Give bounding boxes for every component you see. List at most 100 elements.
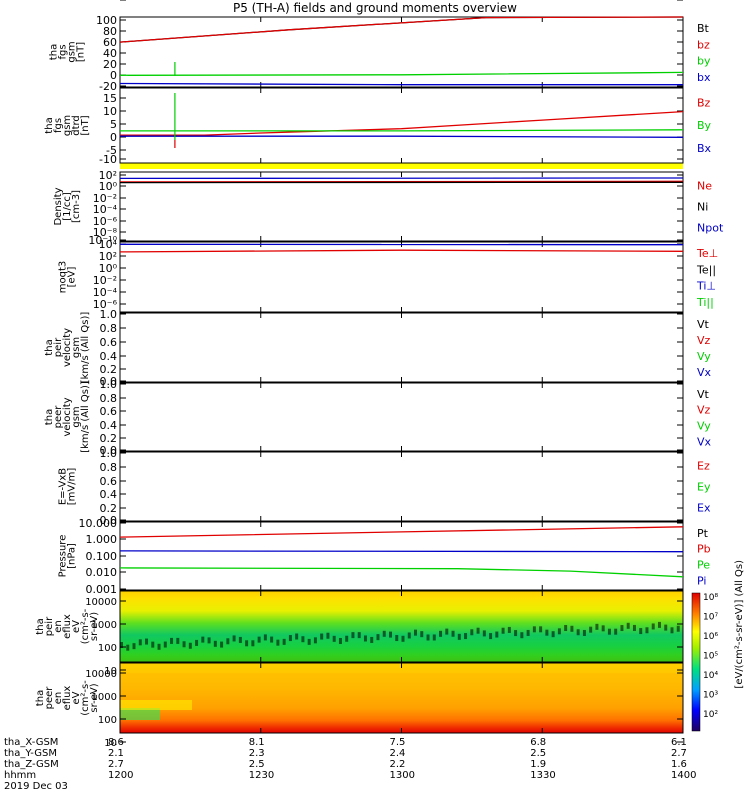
ion-band-speck [432,634,436,641]
legend-entry: Te⊥ [696,247,718,260]
ion-band-speck [395,635,399,642]
chart-title: P5 (TH-A) fields and ground moments over… [233,1,517,15]
legend-entry: Vt [697,318,710,331]
y-axis-label: eV [71,691,82,704]
x-axis-value: 6.1 [671,737,687,748]
ion-band-speck [595,623,599,630]
y-axis-label: tha [44,117,55,133]
ion-band-speck [582,629,586,636]
y-tick-label: -5 [106,144,117,157]
y-axis-label: tha [44,339,55,355]
series-line-by [119,71,684,76]
series-line-pb [119,526,684,538]
y-tick-label: 10000 [85,597,117,608]
ion-band-speck [345,635,349,642]
y-axis-label: [cm-3] [71,190,82,223]
y-tick-label: 0.2 [100,363,118,376]
y-axis-label: [nPa] [67,543,78,569]
x-axis-value: 2.5 [248,759,265,770]
ion-band-speck [626,622,630,629]
x-axis-value: 8.6 [108,737,124,748]
y-tick-label: 0.0 [100,375,118,388]
ion-band-speck [670,627,674,634]
x-axis-value: 2.7 [671,748,687,759]
x-label-hhmm: hhmm [4,770,37,781]
panel-frame [119,312,684,383]
y-tick-label: 10.000 [79,517,118,530]
y-axis-label: Pressure [58,535,69,578]
y-tick-label: 0.0 [100,444,118,457]
series-line-pe [119,567,684,578]
ion-band-speck [163,641,167,648]
x-axis-value: 1400 [671,770,697,781]
ion-band-speck [295,633,299,640]
ion-band-speck [382,630,386,637]
electron-yellow-feature [120,700,192,710]
y-axis-label: tha [35,690,46,706]
legend-entry: Vx [697,435,712,448]
ion-band-speck [357,632,361,639]
y-tick-label: 10 [103,105,117,118]
y-tick-label: 0.6 [100,336,118,349]
legend-entry: Ti|| [696,296,714,309]
electron-top-band [120,673,683,687]
ion-band-speck [201,636,205,643]
y-tick-label: 1.0 [100,447,118,460]
ion-band-speck [282,638,286,645]
ion-band-speck [170,637,174,644]
y-axis-label: sr-eV) [89,612,100,641]
y-axis-label: [km/s (All Qs)] [80,312,91,384]
ion-band-speck [245,640,249,647]
x-axis-value: 2.7 [108,759,124,770]
legend-entry: Pt [697,527,709,540]
x-axis-value: 1300 [389,770,415,781]
y-tick-label: 1000 [92,620,117,631]
y-axis-label: gsm [67,41,78,62]
ion-band-speck [270,636,274,643]
ion-band-speck [501,627,505,634]
ion-band-speck [426,634,430,641]
ion-band-speck [526,629,530,636]
ion-band-speck [132,643,136,650]
ion-band-speck [620,625,624,632]
ion-band-speck [332,635,336,642]
y-tick-label: 10⁻¹² [88,0,117,3]
y-axis-label: velocity [62,328,73,367]
status-bar [120,163,683,169]
y-tick-label: 0.8 [100,392,118,405]
y-tick-label: 10⁻⁴ [93,203,118,216]
ion-band-speck [489,633,493,640]
ion-band-speck [601,625,605,632]
ion-band-speck [664,624,668,631]
series-line-bz [120,110,684,136]
ion-band-speck [557,628,561,635]
series-line-ne [119,180,684,183]
ion-band-speck [213,640,217,647]
y-tick-label: 5 [110,118,117,131]
x-axis-value: 2.3 [248,748,265,759]
y-axis-label: [mV/m] [67,468,78,506]
y-axis-label: en [53,692,64,705]
y-tick-label: 10⁻² [93,192,117,205]
y-axis-label: peer [44,686,55,710]
x-axis-value: 1330 [530,770,556,781]
y-tick-label: 0.6 [100,475,118,488]
y-tick-label: 10 [104,738,117,749]
ion-band-speck [439,630,443,637]
ion-band-speck [145,638,149,645]
ion-band-speck [507,626,511,633]
ion-band-speck [288,635,292,642]
ion-band-speck [520,632,524,639]
x-axis-value: 1.6 [671,759,687,770]
series-line-te⊥ [119,249,684,253]
ion-band-speck [338,637,342,644]
series-line-bz [119,16,684,43]
legend-entry: Npot [697,221,724,234]
y-tick-label: 10⁻² [93,274,117,287]
y-axis-label: peir [53,337,64,357]
colorbar [691,592,701,732]
x-axis-value: 2.1 [108,748,124,759]
legend-entry: Bx [697,142,712,155]
ion-band-speck [370,636,374,643]
